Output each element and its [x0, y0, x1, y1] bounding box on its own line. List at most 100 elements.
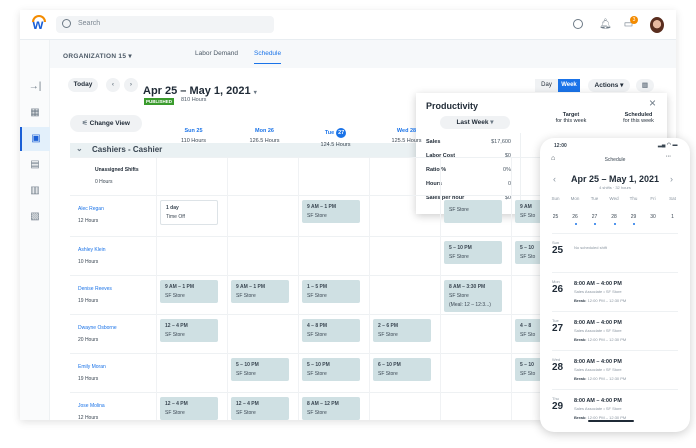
- bell-icon[interactable]: 🔔︎: [599, 19, 612, 30]
- phone-day-item[interactable]: Mon 26 8:00 AM – 4:00 PM Sales Associate • …: [552, 272, 678, 311]
- metric-label: Sales per hour: [426, 195, 465, 201]
- shift-time: 12 – 4 PM: [236, 401, 259, 407]
- tab-labor-demand[interactable]: Labor Demand: [195, 50, 238, 57]
- employee-name[interactable]: Jose Molina: [78, 403, 105, 409]
- more-icon[interactable]: ···: [666, 154, 671, 160]
- day-header[interactable]: Tue 27 124.5 Hours: [300, 128, 371, 148]
- day-number: 27: [552, 323, 564, 334]
- row-divider: [70, 157, 676, 158]
- today-button[interactable]: Today: [68, 78, 98, 92]
- phone-day-item[interactable]: Sun 25 No scheduled shift: [552, 233, 678, 272]
- day-hours: 110 Hours: [181, 138, 206, 144]
- chevron-down-icon: ⌄: [76, 144, 83, 153]
- week-date[interactable]: 28: [611, 214, 617, 220]
- week-date[interactable]: 1: [671, 214, 674, 220]
- search-input[interactable]: Search: [56, 16, 274, 33]
- filter-icon: ⚟: [82, 120, 88, 127]
- top-bar: w Search 🔔︎ ▭ 3: [20, 10, 676, 40]
- phone-range: Apr 25 – May 1, 2021: [570, 174, 660, 184]
- chart-button[interactable]: ▥: [636, 79, 654, 92]
- bar-chart-icon[interactable]: ▥: [30, 185, 40, 196]
- close-icon[interactable]: ×: [649, 96, 657, 110]
- metric-value: 0%: [503, 167, 511, 173]
- shift-card[interactable]: 12 – 4 PM SF Store: [160, 319, 218, 342]
- employee-name[interactable]: Emily Moran: [78, 364, 106, 370]
- employee-hours: 20 Hours: [78, 337, 99, 343]
- week-view-button[interactable]: Week: [558, 79, 580, 92]
- shift-card[interactable]: 8 AM – 12 PM SF Store: [302, 397, 360, 420]
- collapse-icon[interactable]: →|: [28, 81, 42, 92]
- day-header[interactable]: Sun 25 110 Hours: [158, 128, 229, 144]
- shift-card[interactable]: 1 day Time Off: [160, 200, 218, 225]
- shift-card[interactable]: 1 – 5 PM SF Store: [302, 280, 360, 303]
- phone-prev-icon[interactable]: ‹: [553, 174, 556, 184]
- employee-name[interactable]: Ashley Klein: [78, 247, 106, 253]
- employee-name[interactable]: Alec Regan: [78, 206, 104, 212]
- actions-menu[interactable]: Actions ▾: [588, 79, 630, 92]
- shift-card[interactable]: 5 – 10 PM SF Store: [231, 358, 289, 381]
- day-header[interactable]: Mon 26 126.5 Hours: [229, 128, 300, 144]
- avatar[interactable]: [650, 17, 664, 33]
- calendar-icon[interactable]: ▤: [30, 159, 40, 170]
- home-icon[interactable]: ⌂: [551, 155, 556, 162]
- prev-week-button[interactable]: ‹: [106, 78, 120, 92]
- phone-next-icon[interactable]: ›: [670, 174, 673, 184]
- shift-card[interactable]: 6 – 10 PM SF Store: [373, 358, 431, 381]
- shift-card[interactable]: 9 AM – 1 PM SF Store: [302, 200, 360, 223]
- shift-dot: [574, 223, 577, 225]
- shift-card[interactable]: 12 – 4 PM SF Store: [160, 397, 218, 420]
- dashboard-icon[interactable]: ▦: [30, 107, 40, 118]
- row-divider: [70, 314, 676, 315]
- employee-name[interactable]: Denise Reeves: [78, 286, 112, 292]
- week-date[interactable]: 27: [591, 214, 598, 220]
- phone-title: Schedule: [604, 157, 626, 163]
- week-date[interactable]: 30: [650, 214, 656, 220]
- shift-card[interactable]: 2 – 6 PM SF Store: [373, 319, 431, 342]
- shift-note: (Meal: 12 – 12:3...): [449, 302, 491, 308]
- day-view-button[interactable]: Day: [535, 79, 558, 92]
- shift-card[interactable]: SF Store: [444, 200, 502, 223]
- shift-location: SF Store: [307, 332, 327, 338]
- shift-location: SF Store: [165, 332, 185, 338]
- employee-row-header: Emily Moran 19 Hours: [78, 364, 106, 382]
- row-divider: [70, 236, 676, 237]
- shift-card[interactable]: 5 – 10 PM SF Store: [444, 241, 502, 264]
- unassigned-hours: 0 Hours: [95, 179, 113, 185]
- shift-card[interactable]: 9 AM – 1 PM SF Store: [231, 280, 289, 303]
- home-indicator: [588, 420, 634, 422]
- chat-icon[interactable]: [573, 19, 583, 29]
- shift-card[interactable]: 8 AM – 3:30 PM SF Store (Meal: 12 – 12:3..…: [444, 280, 502, 312]
- organization-selector[interactable]: ORGANIZATION 15 ▾: [63, 53, 132, 60]
- week-date[interactable]: 26: [572, 214, 578, 220]
- weekday-label: Sat: [669, 196, 676, 201]
- mobile-phone-preview: 12:00 ▂▄ ◠ ▬ ⌂ Schedule ··· ‹ › Apr 25 –…: [540, 138, 690, 432]
- inbox-icon[interactable]: ▭: [623, 19, 634, 30]
- phone-day-item[interactable]: Thu 29 8:00 AM – 4:00 PM Sales Associate • …: [552, 389, 678, 428]
- calendar-settings-icon[interactable]: ▧: [30, 211, 40, 222]
- workday-logo[interactable]: w: [29, 15, 47, 34]
- day-weekday: Thu: [552, 396, 559, 401]
- shift-card[interactable]: 9 AM – 1 PM SF Store: [160, 280, 218, 303]
- weekday-label: Thu: [629, 196, 638, 201]
- week-date[interactable]: 25: [552, 214, 559, 220]
- date-range-title[interactable]: Apr 25 – May 1, 2021 ▾: [143, 85, 257, 97]
- next-week-button[interactable]: ›: [124, 78, 138, 92]
- day-label: Wed 28: [396, 128, 417, 134]
- schedule-calendar-icon[interactable]: ▣: [20, 127, 50, 151]
- day-weekday: Tue: [552, 318, 559, 323]
- day-number: 26: [552, 284, 564, 295]
- search-placeholder: Search: [78, 20, 101, 27]
- tab-schedule[interactable]: Schedule: [254, 50, 282, 64]
- shift-card[interactable]: 4 – 8 PM SF Store: [302, 319, 360, 342]
- employee-name[interactable]: Dwayne Osborne: [78, 325, 117, 331]
- phone-day-item[interactable]: Tue 27 8:00 AM – 4:00 PM Sales Associate • …: [552, 311, 678, 350]
- period-dropdown[interactable]: Last Week ▾: [440, 116, 510, 129]
- shift-card[interactable]: 12 – 4 PM SF Store: [231, 397, 289, 420]
- week-date[interactable]: 29: [630, 214, 637, 220]
- phone-day-item[interactable]: Wed 28 8:00 AM – 4:00 PM Sales Associate • …: [552, 350, 678, 389]
- shift-card[interactable]: 5 – 10 PM SF Store: [302, 358, 360, 381]
- weekday-label: Sun: [551, 196, 560, 201]
- shift-location: SF Store: [165, 410, 185, 416]
- day-header[interactable]: Wed 28 125.5 Hours: [371, 128, 442, 144]
- change-view-button[interactable]: ⚟ Change View: [70, 115, 142, 132]
